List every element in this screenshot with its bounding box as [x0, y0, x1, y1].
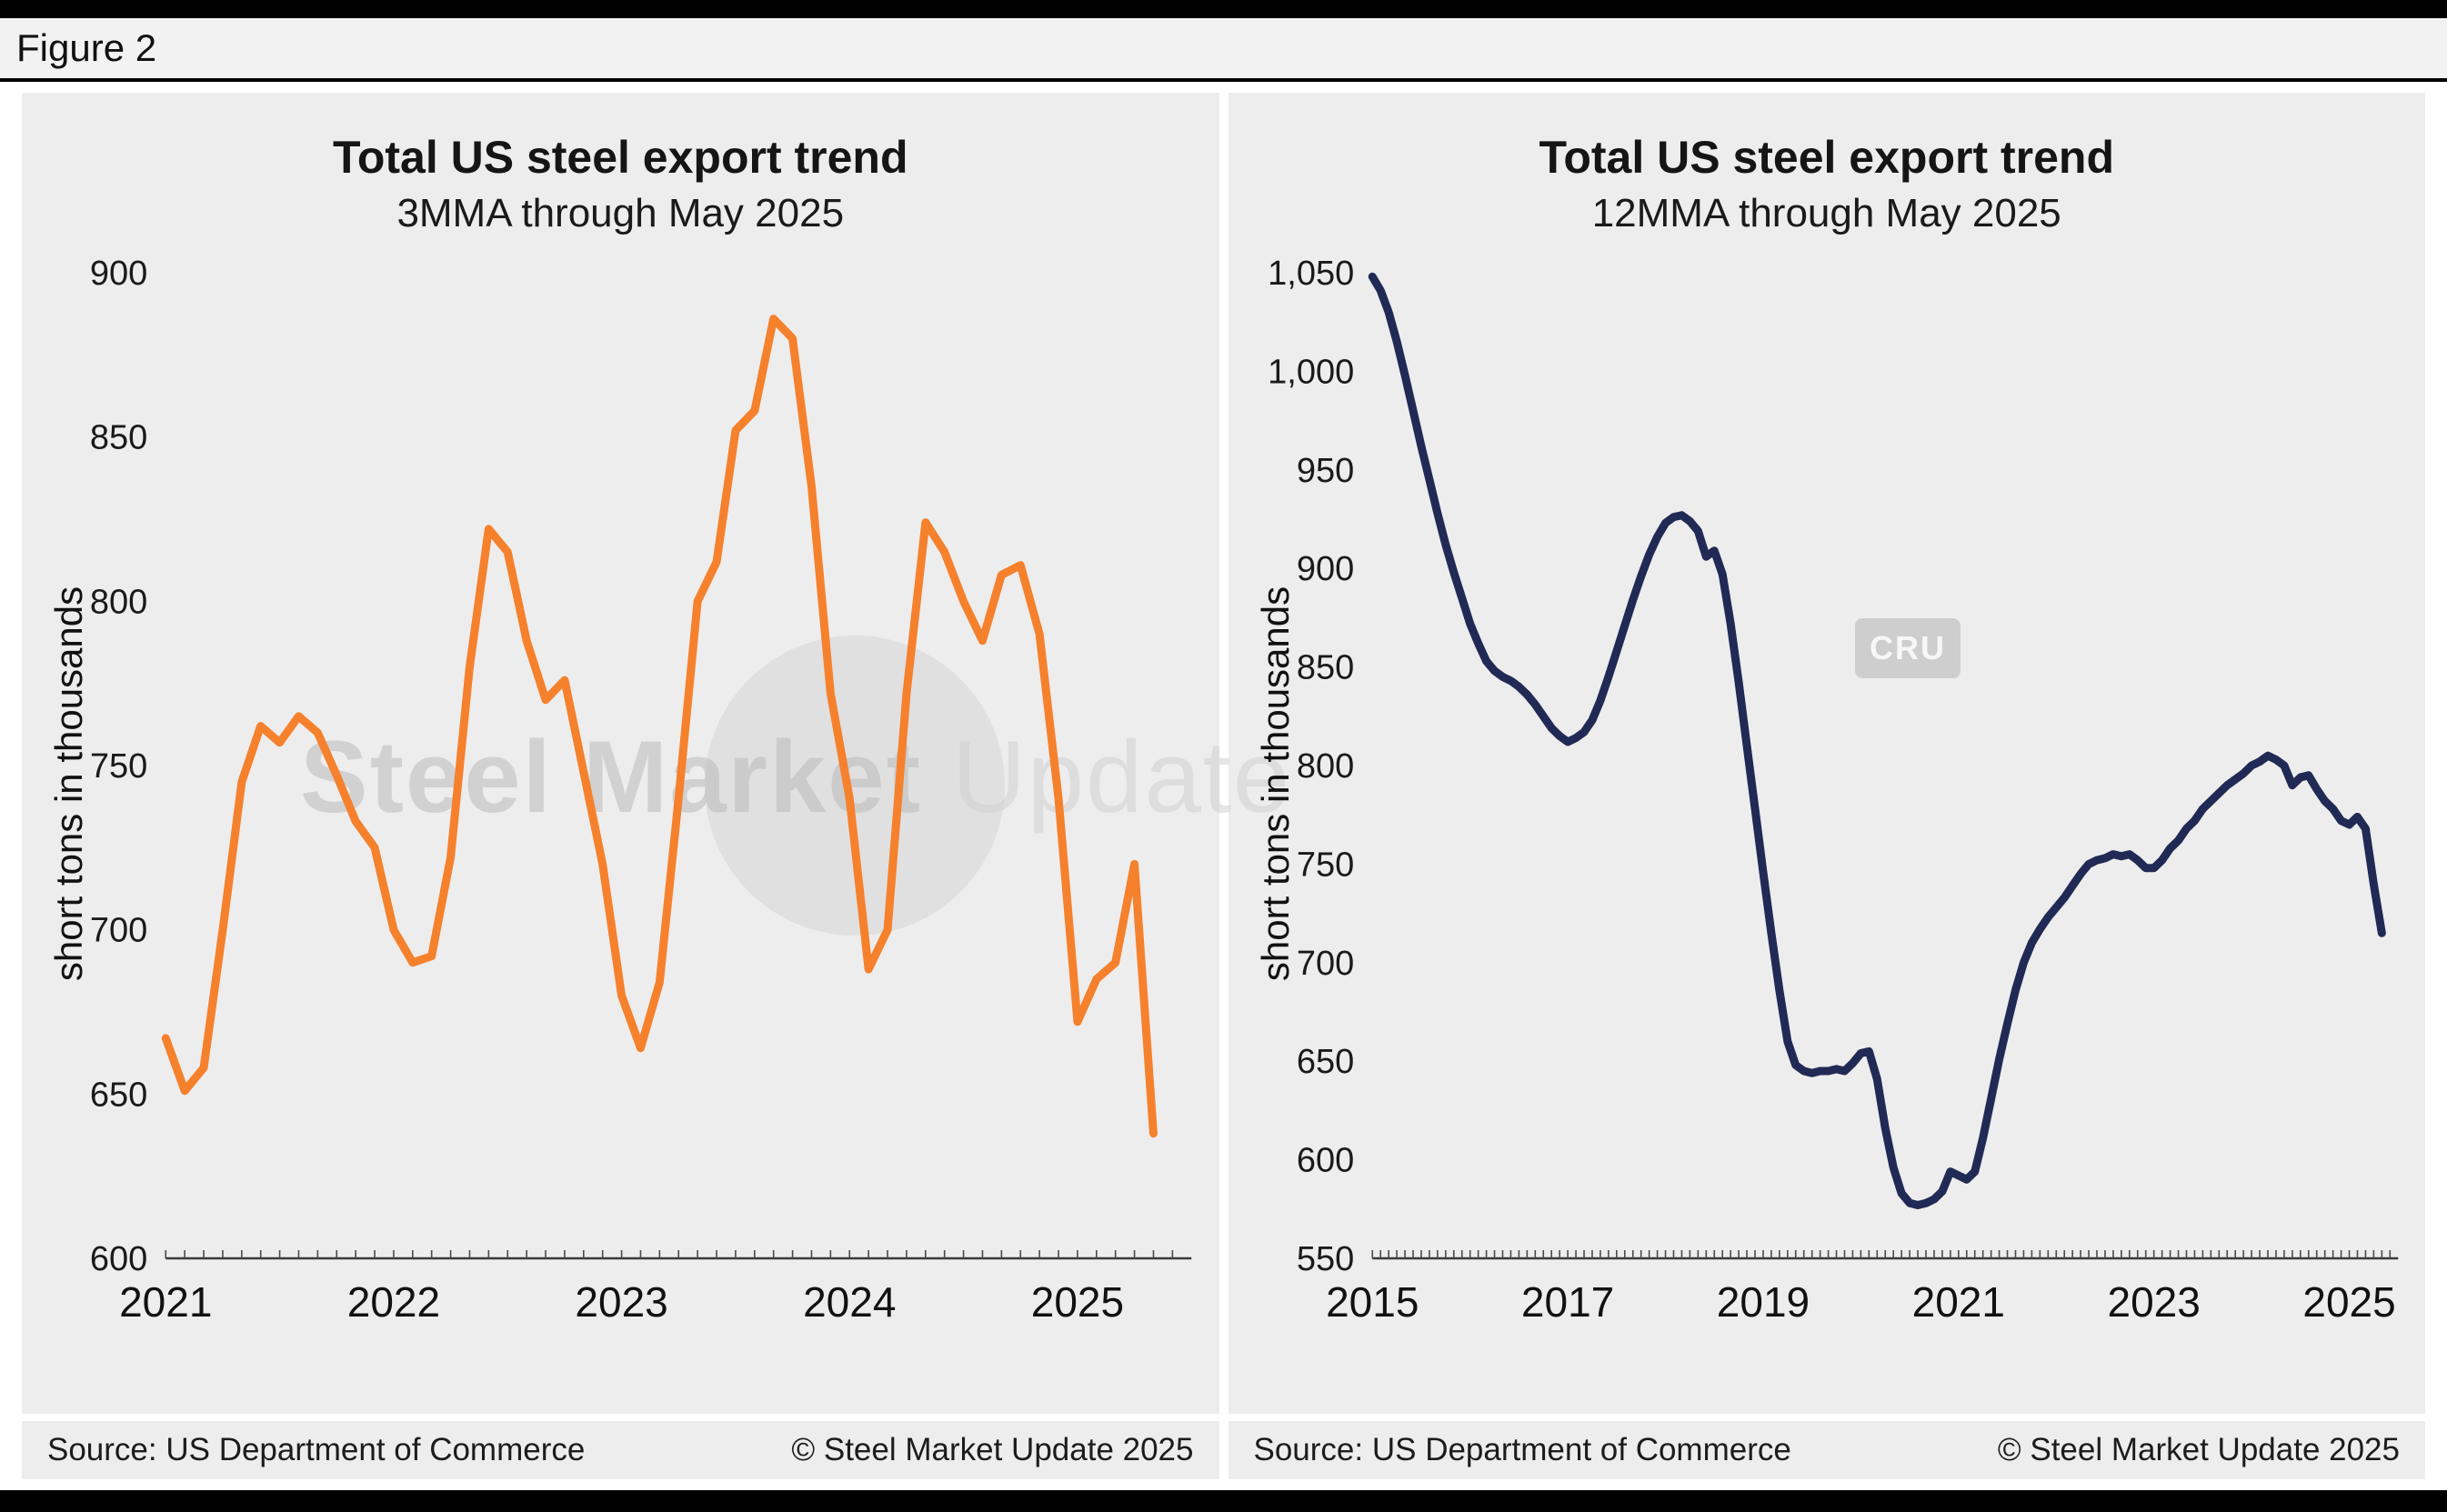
svg-text:800: 800	[90, 583, 147, 621]
svg-text:2021: 2021	[119, 1278, 212, 1326]
chart-subtitle: 3MMA through May 2025	[396, 191, 845, 235]
chart-title: Total US steel export trend	[1539, 132, 2115, 183]
svg-text:800: 800	[1296, 747, 1353, 786]
svg-text:900: 900	[1296, 550, 1353, 588]
svg-text:2023: 2023	[575, 1278, 667, 1326]
svg-text:600: 600	[90, 1240, 147, 1278]
svg-text:2022: 2022	[347, 1278, 440, 1326]
copyright-label: © Steel Market Update 2025	[791, 1432, 1194, 1467]
header-rule	[0, 78, 2447, 82]
svg-text:1,050: 1,050	[1268, 255, 1354, 293]
source-label: Source: US Department of Commerce	[47, 1432, 586, 1467]
svg-text:2025: 2025	[2302, 1278, 2395, 1326]
svg-text:750: 750	[90, 747, 147, 786]
svg-text:900: 900	[90, 255, 147, 293]
chart-title: Total US steel export trend	[332, 132, 908, 183]
svg-text:2015: 2015	[1326, 1278, 1419, 1326]
source-label: Source: US Department of Commerce	[1253, 1432, 1791, 1467]
chart-subtitle: 12MMA through May 2025	[1591, 191, 2061, 235]
svg-text:850: 850	[90, 419, 147, 457]
charts-area: Steel Market Update CRU Total US steel e…	[0, 82, 2447, 1490]
svg-text:2017: 2017	[1520, 1278, 1613, 1326]
chart-panel-3mma: Total US steel export trend 3MMA through…	[22, 93, 1219, 1414]
chart-panel-12mma: Total US steel export trend 12MMA throug…	[1228, 93, 2425, 1414]
line-chart-12mma: 550 600 650 700 750 800 850 900 950 1,000 1,050 201…	[1268, 255, 2398, 1326]
svg-text:1,000: 1,000	[1268, 353, 1354, 391]
figure-header: Figure 2	[0, 18, 2447, 78]
line-chart-3mma: 600 650 700 750 800 850 900 2021 2022 2023 2024 202…	[90, 255, 1192, 1326]
figure-label: Figure 2	[16, 26, 157, 69]
svg-text:750: 750	[1296, 846, 1353, 884]
svg-text:700: 700	[90, 912, 147, 950]
right-column: Total US steel export trend 12MMA throug…	[1228, 93, 2425, 1479]
svg-text:550: 550	[1296, 1240, 1353, 1278]
svg-text:950: 950	[1296, 452, 1353, 490]
svg-text:2023: 2023	[2107, 1278, 2200, 1326]
footer-strip: Source: US Department of Commerce © Stee…	[1228, 1421, 2425, 1479]
footer-strip: Source: US Department of Commerce © Stee…	[22, 1421, 1219, 1479]
svg-text:850: 850	[1296, 649, 1353, 687]
svg-text:600: 600	[1296, 1142, 1353, 1180]
top-black-bar	[0, 0, 2447, 18]
svg-text:700: 700	[1296, 945, 1353, 983]
bottom-black-bar	[0, 1490, 2447, 1512]
svg-text:2024: 2024	[803, 1278, 896, 1326]
svg-text:650: 650	[1296, 1043, 1353, 1081]
svg-text:650: 650	[90, 1076, 147, 1114]
svg-text:2021: 2021	[1911, 1278, 2004, 1326]
copyright-label: © Steel Market Update 2025	[1997, 1432, 2400, 1467]
svg-text:2019: 2019	[1716, 1278, 1809, 1326]
svg-text:2025: 2025	[1031, 1278, 1124, 1326]
left-column: Total US steel export trend 3MMA through…	[22, 93, 1219, 1479]
